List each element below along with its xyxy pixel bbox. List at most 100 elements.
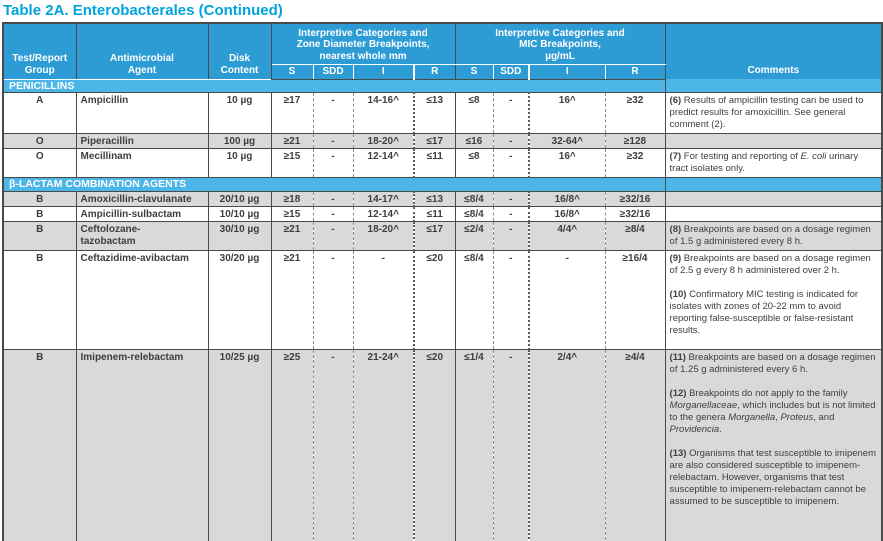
- mic-i-cell: 4/4^: [529, 221, 606, 251]
- disk-content-cell: 10 µg: [208, 92, 272, 134]
- section-label: PENICILLINS: [3, 79, 666, 93]
- section-header-penicillins: PENICILLINS: [3, 79, 883, 93]
- comments-cell: (11) Breakpoints are based on a dosage r…: [665, 349, 883, 541]
- mic-sdd-subheader: SDD: [493, 64, 530, 80]
- mic-r-cell: ≥8/4: [605, 221, 666, 251]
- antimicrobial-agent-cell: Piperacillin: [76, 133, 209, 149]
- antimicrobial-agent-cell: Amoxicillin-clavulanate: [76, 191, 209, 207]
- test-report-group-cell: O: [3, 148, 77, 178]
- disk-content-cell: 100 µg: [208, 133, 272, 149]
- table-row-ampicillin-sulbactam: B Ampicillin-sulbactam 10/10 µg ≥15 - 12…: [3, 206, 883, 222]
- mic-s-cell: ≤8/4: [455, 191, 494, 207]
- comments-cell: (8) Breakpoints are based on a dosage re…: [665, 221, 883, 251]
- disk-content-cell: 10/10 µg: [208, 206, 272, 222]
- mic-r-cell: ≥32/16: [605, 191, 666, 207]
- mic-sdd-cell: -: [493, 133, 530, 149]
- test-report-group-cell: B: [3, 206, 77, 222]
- section-header-beta-lactam: β-LACTAM COMBINATION AGENTS: [3, 177, 883, 192]
- antimicrobial-agent-cell: Ampicillin-sulbactam: [76, 206, 209, 222]
- zone-s-cell: ≥25: [271, 349, 314, 541]
- mic-r-cell: ≥4/4: [605, 349, 666, 541]
- mic-s-cell: ≤8/4: [455, 250, 494, 350]
- mic-r-cell: ≥32: [605, 92, 666, 134]
- test-report-group-cell: A: [3, 92, 77, 134]
- test-report-group-cell: B: [3, 250, 77, 350]
- zone-i-cell: 18-20^: [353, 221, 415, 251]
- comments-cell: [665, 133, 883, 149]
- zone-s-cell: ≥21: [271, 221, 314, 251]
- mic-sdd-cell: -: [493, 148, 530, 178]
- zone-sdd-cell: -: [313, 206, 354, 222]
- zone-sdd-cell: -: [313, 349, 354, 541]
- mic-i-cell: 32-64^: [529, 133, 606, 149]
- zone-r-cell: ≤20: [414, 250, 456, 350]
- mic-i-cell: -: [529, 250, 606, 350]
- zone-s-cell: ≥21: [271, 133, 314, 149]
- zone-i-cell: 21-24^: [353, 349, 415, 541]
- zone-i-subheader: I: [353, 64, 415, 80]
- mic-s-subheader: S: [455, 64, 494, 80]
- col-header-disk-content: Disk Content: [208, 23, 272, 79]
- comments-cell: (6) Results of ampicillin testing can be…: [665, 92, 883, 134]
- section-label: β-LACTAM COMBINATION AGENTS: [3, 177, 666, 192]
- mic-i-cell: 2/4^: [529, 349, 606, 541]
- zone-r-cell: ≤17: [414, 221, 456, 251]
- table-row-mecillinam: O Mecillinam 10 µg ≥15 - 12-14^ ≤11 ≤8 -…: [3, 148, 883, 178]
- zone-s-cell: ≥15: [271, 148, 314, 178]
- mic-i-cell: 16^: [529, 92, 606, 134]
- mic-sdd-cell: -: [493, 250, 530, 350]
- zone-sdd-cell: -: [313, 191, 354, 207]
- zone-i-cell: 12-14^: [353, 206, 415, 222]
- mic-i-cell: 16/8^: [529, 206, 606, 222]
- zone-sdd-cell: -: [313, 250, 354, 350]
- zone-i-cell: 14-16^: [353, 92, 415, 134]
- zone-s-cell: ≥21: [271, 250, 314, 350]
- zone-i-cell: 12-14^: [353, 148, 415, 178]
- zone-r-cell: ≤20: [414, 349, 456, 541]
- antimicrobial-agent-cell: Ceftolozane- tazobactam: [76, 221, 209, 251]
- col-header-comments: Comments: [665, 23, 883, 79]
- zone-sdd-cell: -: [313, 133, 354, 149]
- zone-r-cell: ≤11: [414, 206, 456, 222]
- col-header-zone-breakpoints-group: Interpretive Categories and Zone Diamete…: [271, 23, 456, 65]
- disk-content-cell: 30/20 µg: [208, 250, 272, 350]
- antimicrobial-agent-cell: Mecillinam: [76, 148, 209, 178]
- zone-i-cell: 18-20^: [353, 133, 415, 149]
- disk-content-cell: 10 µg: [208, 148, 272, 178]
- disk-content-cell: 20/10 µg: [208, 191, 272, 207]
- comments-cell: [665, 191, 883, 207]
- section-comments-spacer: [665, 177, 883, 192]
- section-comments-spacer: [665, 79, 883, 93]
- mic-sdd-cell: -: [493, 206, 530, 222]
- mic-r-subheader: R: [605, 64, 666, 80]
- mic-s-cell: ≤16: [455, 133, 494, 149]
- mic-sdd-cell: -: [493, 349, 530, 541]
- mic-s-cell: ≤1/4: [455, 349, 494, 541]
- test-report-group-cell: B: [3, 221, 77, 251]
- mic-r-cell: ≥16/4: [605, 250, 666, 350]
- test-report-group-cell: B: [3, 349, 77, 541]
- mic-r-cell: ≥128: [605, 133, 666, 149]
- zone-s-cell: ≥18: [271, 191, 314, 207]
- disk-content-cell: 30/10 µg: [208, 221, 272, 251]
- antimicrobial-agent-cell: Ceftazidime-avibactam: [76, 250, 209, 350]
- table-row-ampicillin: A Ampicillin 10 µg ≥17 - 14-16^ ≤13 ≤8 -…: [3, 92, 883, 134]
- zone-r-cell: ≤13: [414, 92, 456, 134]
- mic-s-cell: ≤2/4: [455, 221, 494, 251]
- col-header-test-report-group: Test/Report Group: [3, 23, 77, 79]
- table-title: Table 2A. Enterobacterales (Continued): [3, 2, 283, 19]
- zone-s-cell: ≥15: [271, 206, 314, 222]
- mic-i-cell: 16^: [529, 148, 606, 178]
- antimicrobial-agent-cell: Imipenem-relebactam: [76, 349, 209, 541]
- table-row-piperacillin: O Piperacillin 100 µg ≥21 - 18-20^ ≤17 ≤…: [3, 133, 883, 149]
- mic-s-cell: ≤8/4: [455, 206, 494, 222]
- mic-s-cell: ≤8: [455, 92, 494, 134]
- zone-sdd-cell: -: [313, 148, 354, 178]
- comments-cell: [665, 206, 883, 222]
- table-row-imipenem-relebactam: B Imipenem-relebactam 10/25 µg ≥25 - 21-…: [3, 349, 883, 541]
- zone-r-cell: ≤11: [414, 148, 456, 178]
- zone-i-cell: -: [353, 250, 415, 350]
- comments-cell: (9) Breakpoints are based on a dosage re…: [665, 250, 883, 350]
- zone-sdd-cell: -: [313, 92, 354, 134]
